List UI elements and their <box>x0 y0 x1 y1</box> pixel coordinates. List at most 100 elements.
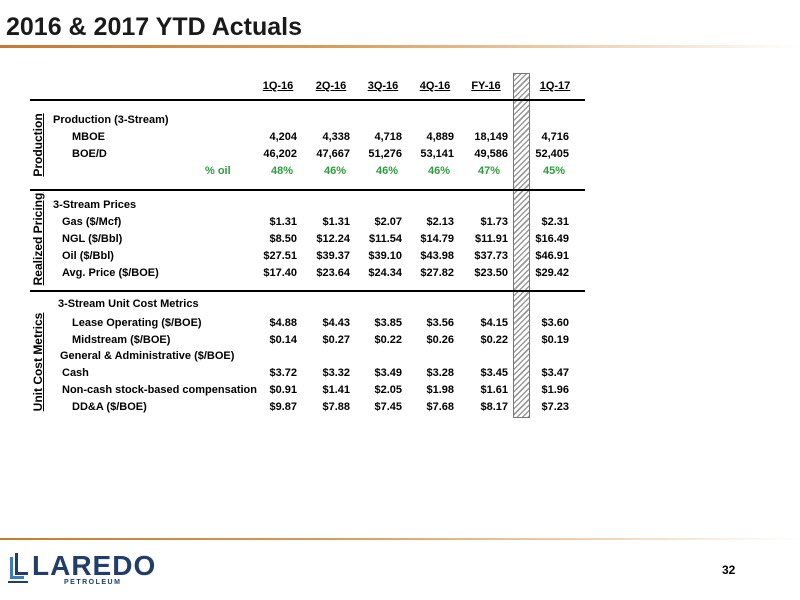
row-label: % oil <box>205 165 231 177</box>
table-cell: $8.17 <box>480 401 508 413</box>
table-cell: $1.96 <box>541 384 569 396</box>
row-label: 3-Stream Prices <box>53 199 137 211</box>
table-cell: 4,204 <box>269 131 297 143</box>
col-header-fy16: FY-16 <box>471 80 501 92</box>
table-cell: $1.31 <box>269 216 297 228</box>
col-header-1q16: 1Q-16 <box>262 80 294 92</box>
table-cell: $0.14 <box>269 334 297 346</box>
table-cell: $0.22 <box>480 334 508 346</box>
footer-divider <box>0 538 800 540</box>
section-divider <box>30 189 585 191</box>
table-cell: $0.22 <box>374 334 402 346</box>
hatch-divider <box>513 73 530 418</box>
table-cell: $3.47 <box>541 367 569 379</box>
table-cell: $27.82 <box>420 267 454 279</box>
col-header-4q16: 4Q-16 <box>419 80 451 92</box>
section-label-pricing: Realized Pricing <box>31 192 45 286</box>
table-cell: 53,141 <box>420 148 454 160</box>
row-label: Oil ($/Bbl) <box>62 250 114 262</box>
row-label: General & Administrative ($/BOE) <box>60 350 235 362</box>
title-divider <box>0 45 800 48</box>
row-label: DD&A ($/BOE) <box>72 401 147 413</box>
table-cell: $7.45 <box>374 401 402 413</box>
table-cell: $2.13 <box>426 216 454 228</box>
table-cell: $1.73 <box>480 216 508 228</box>
section-label-costs: Unit Cost Metrics <box>31 312 45 412</box>
table-cell: $0.19 <box>541 334 569 346</box>
page-number: 32 <box>722 563 736 577</box>
row-label: Avg. Price ($/BOE) <box>62 267 159 279</box>
table-cell: $43.98 <box>420 250 454 262</box>
table-cell: 4,889 <box>426 131 454 143</box>
table-cell: 47,667 <box>316 148 350 160</box>
table-cell: $7.68 <box>426 401 454 413</box>
row-label: Lease Operating ($/BOE) <box>72 317 202 329</box>
table-cell: $7.23 <box>541 401 569 413</box>
row-label: MBOE <box>72 131 105 143</box>
table-cell: $0.27 <box>322 334 350 346</box>
table-cell: $0.91 <box>269 384 297 396</box>
table-cell: $8.50 <box>269 233 297 245</box>
table-cell: $3.85 <box>374 317 402 329</box>
row-label: NGL ($/Bbl) <box>62 233 123 245</box>
table-cell: $4.88 <box>269 317 297 329</box>
table-cell: $3.45 <box>480 367 508 379</box>
table-cell: 4,338 <box>322 131 350 143</box>
row-label: Midstream ($/BOE) <box>72 334 171 346</box>
table-cell: $17.40 <box>263 267 297 279</box>
row-label: Cash <box>62 367 89 379</box>
table-cell: $39.37 <box>316 250 350 262</box>
table-cell: 52,405 <box>535 148 569 160</box>
table-cell: $7.88 <box>322 401 350 413</box>
table-cell: 48% <box>270 165 293 177</box>
row-label: BOE/D <box>72 148 107 160</box>
table-cell: $3.49 <box>374 367 402 379</box>
table-cell: $11.91 <box>474 233 508 245</box>
row-label: Production (3-Stream) <box>53 114 169 126</box>
table-cell: $3.72 <box>269 367 297 379</box>
table-cell: 46% <box>375 165 398 177</box>
logo-wordmark: LAREDO <box>32 550 157 581</box>
table-cell: $27.51 <box>263 250 297 262</box>
table-cell: $29.42 <box>535 267 569 279</box>
table-cell: $39.10 <box>368 250 402 262</box>
section-divider <box>30 290 585 292</box>
table-cell: 46,202 <box>263 148 297 160</box>
table-cell: 49,586 <box>474 148 508 160</box>
table-cell: 46% <box>427 165 450 177</box>
table-cell: 45% <box>542 165 565 177</box>
table-cell: $2.07 <box>374 216 402 228</box>
table-cell: $23.50 <box>474 267 508 279</box>
table-cell: 4,716 <box>541 131 569 143</box>
table-cell: $1.61 <box>480 384 508 396</box>
table-cell: 47% <box>477 165 500 177</box>
table-cell: $24.34 <box>368 267 402 279</box>
row-label: 3-Stream Unit Cost Metrics <box>58 298 199 310</box>
table-cell: 46% <box>323 165 346 177</box>
col-header-2q16: 2Q-16 <box>315 80 347 92</box>
table-cell: $3.60 <box>541 317 569 329</box>
table-cell: 4,718 <box>374 131 402 143</box>
table-cell: $0.26 <box>426 334 454 346</box>
table-cell: $2.31 <box>541 216 569 228</box>
table-cell: 51,276 <box>368 148 402 160</box>
table-cell: $4.43 <box>322 317 350 329</box>
table-cell: $46.91 <box>535 250 569 262</box>
row-label: Non-cash stock-based compensation <box>62 384 257 396</box>
table-cell: $3.28 <box>426 367 454 379</box>
table-cell: $3.32 <box>322 367 350 379</box>
table-cell: $16.49 <box>535 233 569 245</box>
company-logo: LAREDO PETROLEUM <box>8 550 155 587</box>
logo-subtitle: PETROLEUM <box>64 579 122 586</box>
logo-mark-icon <box>8 553 28 583</box>
table-cell: $23.64 <box>316 267 350 279</box>
col-header-3q16: 3Q-16 <box>367 80 399 92</box>
table-cell: $1.98 <box>426 384 454 396</box>
table-cell: $12.24 <box>316 233 350 245</box>
row-label: Gas ($/Mcf) <box>62 216 122 228</box>
table-cell: $4.15 <box>480 317 508 329</box>
table-cell: $2.05 <box>374 384 402 396</box>
page-title: 2016 & 2017 YTD Actuals <box>6 13 302 41</box>
table-cell: $14.79 <box>420 233 454 245</box>
